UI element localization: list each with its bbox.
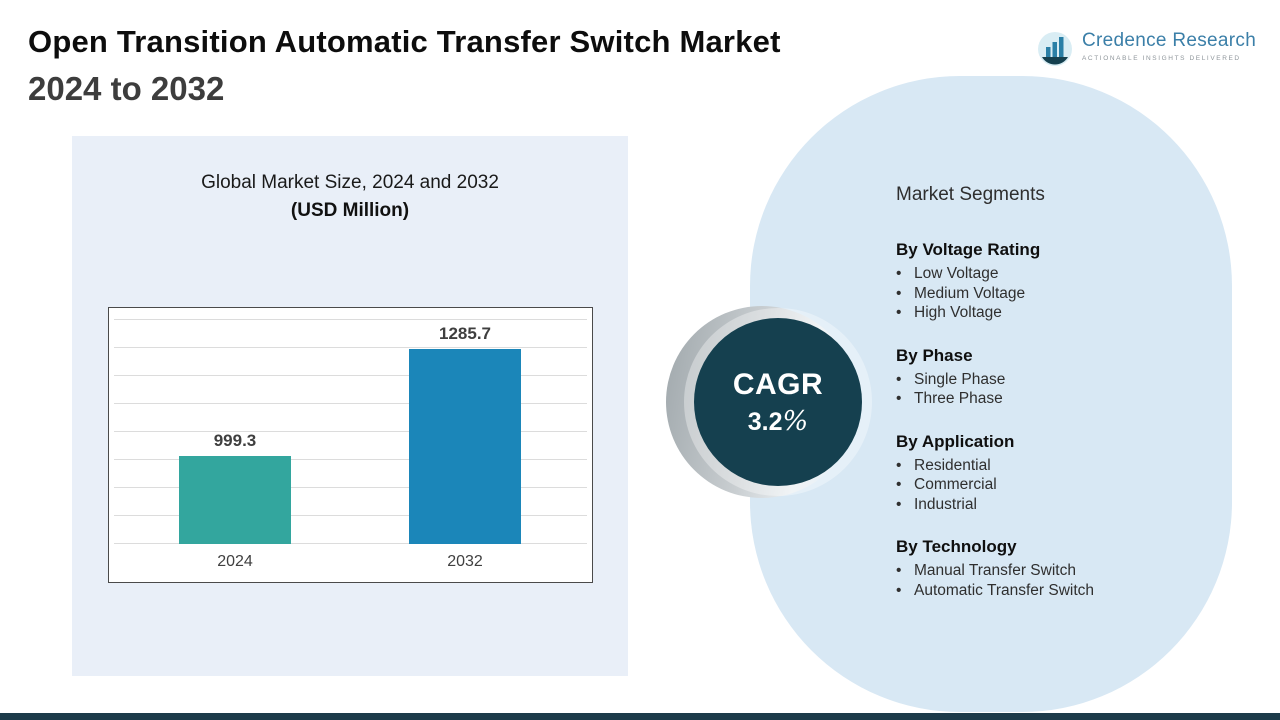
segment-group-title: By Voltage Rating [896,240,1041,259]
segment-group: By Application • Residential • Commercial • In… [896,432,1212,515]
brand-text: Credence Research Actionable Insights De… [1082,30,1256,62]
brand-logo: Credence Research Actionable Insights De… [1036,30,1256,68]
segment-item-label: Medium Voltage [914,284,1026,302]
footer-bar [0,713,1280,720]
bar-chart-logo-icon [1038,32,1072,66]
segment-item-label: Manual Transfer Switch [914,562,1076,579]
bar-value-label: 999.3 [213,431,257,450]
bullet-icon: • [896,304,902,321]
bullet-icon: • [896,265,902,282]
bullet-icon: • [896,390,902,407]
segment-item-label: Commercial [914,476,997,493]
bullet-icon: • [896,476,902,493]
bullet-icon: • [896,581,902,599]
segment-item: • Industrial [896,495,1212,515]
segment-item: • Low Voltage [896,264,1212,284]
segment-item-label: High Voltage [914,304,1002,321]
bar-2032 [409,349,521,544]
segment-groups: By Voltage Rating • Low Voltage • Medium Vol… [896,240,1212,600]
segment-item: • Manual Transfer Switch [896,561,1212,581]
percent-sign: % [782,405,809,437]
bullet-icon: • [896,370,902,388]
bar-2024 [179,456,291,544]
page-title: Open Transition Automatic Transfer Switc… [28,24,781,59]
segment-item-label: Industrial [914,495,977,513]
cagr-value: 3.2% [748,406,808,437]
segment-group: By Phase • Single Phase • Three Phase [896,346,1212,409]
bar-group-2024: 999.3 2024 [179,308,291,582]
segment-item-label: Automatic Transfer Switch [914,581,1095,599]
cagr-label: CAGR [732,367,824,401]
segment-item: • Automatic Transfer Switch [896,581,1212,601]
segment-group: By Voltage Rating • Low Voltage • Medium Vol… [896,240,1212,323]
segment-group: By Technology • Manual Transfer Switch • Aut… [896,537,1212,600]
segment-group-title: By Technology [896,537,1017,556]
page-subtitle: 2024 to 2032 [28,70,225,107]
brand-tagline: Actionable Insights Delivered [1082,55,1241,62]
bar-group-2032: 1285.7 2032 [409,308,521,582]
brand-name: Credence Research [1082,30,1257,51]
bullet-icon: • [896,284,902,302]
segment-item: • High Voltage [896,303,1212,323]
bar-chart-plot: 999.3 2024 1285.7 2032 [108,307,593,583]
segment-item-label: Three Phase [914,390,1003,407]
bullet-icon: • [896,456,902,474]
segment-item: • Three Phase [896,389,1212,409]
bullet-icon: • [896,495,902,513]
cagr-number: 3.2 [747,407,783,436]
category-label: 2024 [217,553,253,570]
segment-item: • Residential [896,456,1212,476]
cagr-badge: CAGR 3.2% [694,318,862,486]
bullet-icon: • [896,562,902,579]
category-label: 2032 [447,553,483,570]
segment-item-label: Low Voltage [914,265,999,282]
segment-item-label: Single Phase [914,370,1006,388]
segment-group-title: By Application [896,431,1015,451]
segment-item: • Medium Voltage [896,284,1212,304]
segment-item-label: Residential [914,456,991,474]
chart-units-label: (USD Million) [290,200,410,221]
segment-item: • Single Phase [896,370,1212,390]
chart-panel: Global Market Size, 2024 and 2032 (USD M… [72,136,628,676]
segment-group-title: By Phase [896,345,973,365]
bar-value-label: 1285.7 [439,324,491,343]
chart-title: Global Market Size, 2024 and 2032 [201,172,499,193]
segment-item: • Commercial [896,475,1212,495]
segments-heading: Market Segments [896,184,1045,205]
